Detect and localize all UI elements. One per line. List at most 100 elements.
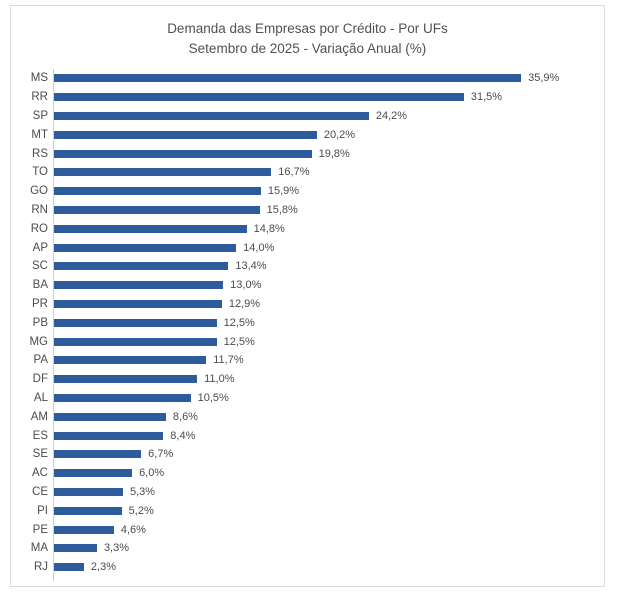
bar-value-label: 19,8%	[318, 147, 350, 160]
bar-value-label: 3,3%	[103, 542, 130, 555]
bar	[54, 563, 84, 572]
bar-row: CE 5,3%	[11, 482, 594, 502]
bar-track: 8,4%	[53, 426, 594, 445]
bar-value-label: 10,5%	[197, 391, 229, 404]
bar-value-label: 15,8%	[266, 203, 298, 216]
bar-row: MG 12,5%	[11, 332, 594, 351]
bar-track: 13,0%	[53, 275, 594, 295]
bar-value-label: 14,8%	[253, 222, 285, 235]
bar	[54, 111, 369, 120]
bar	[54, 318, 217, 327]
bar-row: TO 16,7%	[11, 162, 594, 182]
bar	[54, 450, 142, 459]
bar-row: RJ 2,3%	[11, 557, 594, 577]
bar	[54, 506, 122, 515]
bar-row: MS 35,9%	[11, 69, 594, 88]
bar-track: 11,0%	[53, 369, 594, 389]
bar	[54, 262, 229, 271]
bar-row: MT 20,2%	[11, 125, 594, 145]
chart-card: Demanda das Empresas por Crédito - Por U…	[10, 5, 605, 587]
category-label: PA	[33, 354, 49, 367]
bar	[54, 243, 237, 252]
bar-track: 20,2%	[53, 125, 594, 145]
bar-value-label: 15,9%	[267, 185, 300, 198]
category-label: SE	[32, 448, 48, 461]
axis-line-tail	[53, 576, 594, 581]
bar-value-label: 31,5%	[470, 91, 503, 104]
bar-track: 10,5%	[53, 388, 594, 408]
bar	[54, 130, 317, 139]
category-label: AL	[33, 391, 48, 404]
bar-value-label: 12,5%	[223, 316, 255, 329]
chart-title-line2: Setembro de 2025 - Variação Anual (%)	[188, 41, 427, 56]
category-label: AP	[32, 241, 48, 254]
bar-track: 5,3%	[53, 482, 594, 502]
bar-value-label: 24,2%	[375, 109, 408, 122]
category-label: RR	[31, 91, 48, 104]
bar	[54, 149, 312, 158]
bar-value-label: 2,3%	[90, 561, 116, 574]
bar-track: 6,0%	[53, 463, 594, 483]
bar-track: 3,3%	[53, 538, 594, 558]
category-label: PI	[37, 504, 48, 517]
category-label: MA	[30, 542, 48, 555]
bar-value-label: 12,5%	[223, 335, 255, 348]
bar-row: PI 5,2%	[11, 501, 594, 521]
bar	[54, 356, 207, 365]
bar	[54, 487, 123, 496]
bar	[54, 469, 133, 478]
bar-value-label: 4,6%	[120, 523, 146, 536]
bar-row: RR 31,5%	[11, 87, 594, 107]
bar-chart-plot-area: MS 35,9% RR 31,5% SP 24,2% MT 20,2% RS 19,8% TO 16,…	[11, 69, 594, 581]
bar	[54, 281, 224, 290]
category-label: AC	[32, 467, 48, 480]
bar-row: GO 15,9%	[11, 181, 594, 201]
bar-track: 13,4%	[53, 256, 594, 276]
bar-row: SP 24,2%	[11, 106, 594, 126]
category-label: SC	[32, 260, 48, 273]
bar-track: 8,6%	[53, 407, 594, 427]
bar-track: 35,9%	[53, 69, 594, 88]
bar-track: 15,9%	[53, 181, 594, 201]
bar-row: MA 3,3%	[11, 538, 594, 558]
bar-track: 4,6%	[53, 520, 594, 539]
bar	[54, 337, 217, 346]
bar-row: PA 11,7%	[11, 350, 594, 370]
category-label: SP	[32, 109, 48, 122]
bar-row: RO 14,8%	[11, 219, 594, 239]
bar-track: 24,2%	[53, 106, 594, 126]
bar	[54, 93, 464, 102]
bar-value-label: 6,7%	[148, 448, 174, 461]
category-label: MG	[29, 335, 48, 348]
category-label: AM	[30, 410, 48, 423]
category-label: PE	[32, 523, 48, 536]
bar	[54, 205, 260, 214]
bar	[54, 412, 166, 421]
bar-value-label: 14,0%	[243, 241, 275, 254]
category-label: ES	[32, 429, 48, 442]
bar-row: RN 15,8%	[11, 200, 594, 220]
bar-track: 19,8%	[53, 144, 594, 163]
bar	[54, 187, 261, 196]
bar-value-label: 5,2%	[128, 504, 154, 517]
bar-track: 15,8%	[53, 200, 594, 220]
chart-title-line1: Demanda das Empresas por Crédito - Por U…	[167, 21, 448, 36]
category-label: MT	[31, 128, 48, 141]
bar	[54, 299, 222, 308]
bar	[54, 393, 191, 402]
bar-row: ES 8,4%	[11, 426, 594, 445]
bar-row: SC 13,4%	[11, 256, 594, 276]
bar-value-label: 12,9%	[228, 297, 261, 310]
bar-row: AC 6,0%	[11, 463, 594, 483]
bar-row: AL 10,5%	[11, 388, 594, 408]
category-label: PR	[32, 297, 48, 310]
bar	[54, 224, 247, 233]
bar-row: SE 6,7%	[11, 444, 594, 464]
bar-track: 6,7%	[53, 444, 594, 464]
bar-row: PE 4,6%	[11, 520, 594, 539]
chart-title: Demanda das Empresas por Crédito - Por U…	[11, 19, 604, 59]
bar-value-label: 8,6%	[172, 410, 198, 423]
category-label: CE	[32, 485, 48, 498]
bar-track: 12,9%	[53, 294, 594, 314]
